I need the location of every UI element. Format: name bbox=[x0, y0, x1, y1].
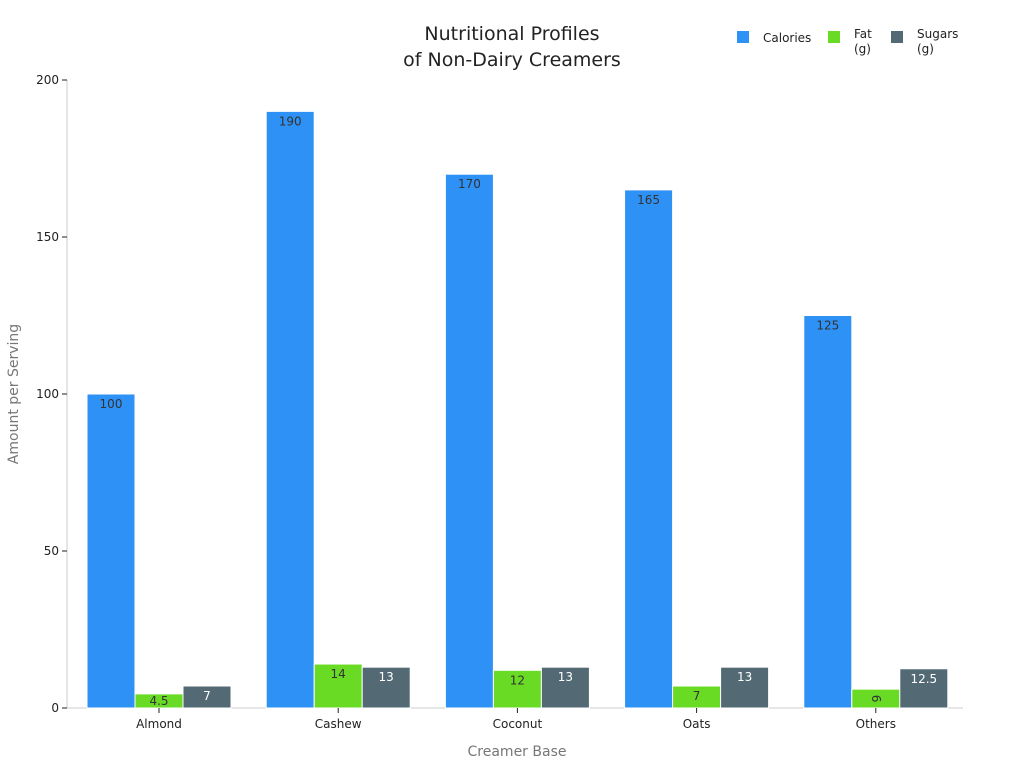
x-tick-label: Almond bbox=[136, 717, 182, 731]
data-label: 12 bbox=[510, 673, 525, 687]
data-label: 13 bbox=[558, 670, 573, 684]
chart-title-line-2: of Non-Dairy Creamers bbox=[403, 49, 621, 71]
legend-label: Calories bbox=[763, 31, 811, 45]
y-axis-ticks: 0 50 100 150 200 bbox=[36, 73, 67, 715]
data-label: 125 bbox=[816, 319, 839, 333]
bar-almond-0 bbox=[86, 393, 136, 709]
y-tick-label: 0 bbox=[51, 701, 59, 715]
y-tick-label: 150 bbox=[36, 230, 59, 244]
data-label: 100 bbox=[100, 397, 123, 411]
bar-coconut-0 bbox=[444, 173, 494, 709]
y-tick-label: 100 bbox=[36, 387, 59, 401]
x-axis-ticks: Almond Cashew Coconut Oats Others bbox=[136, 708, 896, 731]
x-axis-label: Creamer Base bbox=[468, 744, 567, 760]
data-label: 6 bbox=[869, 695, 883, 703]
bar-cashew-2 bbox=[361, 666, 411, 709]
y-axis-label: Amount per Serving bbox=[6, 324, 22, 464]
legend-label: Sugars bbox=[917, 27, 958, 41]
bar-others-2 bbox=[899, 668, 949, 709]
data-label: 165 bbox=[637, 193, 660, 207]
data-label: 12.5 bbox=[910, 672, 937, 686]
bar-oats-0 bbox=[624, 189, 674, 709]
bar-cashew-0 bbox=[265, 110, 315, 709]
x-tick-label: Others bbox=[856, 717, 896, 731]
bars: 100 4.5 7 190 14 13 170 12 13 165 7 13 125 6 12.5 bbox=[86, 110, 949, 709]
bar-coconut-2 bbox=[540, 666, 590, 709]
data-label: 7 bbox=[203, 689, 211, 703]
data-label: 4.5 bbox=[149, 694, 168, 708]
bar-almond-2 bbox=[182, 685, 232, 709]
legend: Calories Fat(g)Sugars(g) bbox=[737, 27, 958, 56]
x-tick-label: Oats bbox=[683, 717, 711, 731]
legend-swatch-2 bbox=[891, 31, 903, 43]
data-label: 13 bbox=[737, 670, 752, 684]
x-tick-label: Cashew bbox=[315, 717, 362, 731]
data-label: 14 bbox=[331, 667, 346, 681]
x-tick-label: Coconut bbox=[493, 717, 543, 731]
data-label: 190 bbox=[279, 114, 302, 128]
bar-oats-2 bbox=[720, 666, 770, 709]
legend-label: (g) bbox=[854, 42, 871, 56]
y-tick-label: 50 bbox=[44, 544, 59, 558]
legend-label: Fat bbox=[854, 27, 872, 41]
chart-title-line-1: Nutritional Profiles bbox=[424, 23, 599, 45]
data-label: 13 bbox=[379, 670, 394, 684]
legend-swatch-1 bbox=[828, 31, 840, 43]
bar-others-0 bbox=[803, 315, 853, 709]
data-label: 7 bbox=[693, 689, 701, 703]
bar-coconut-1 bbox=[492, 669, 542, 709]
y-tick-label: 200 bbox=[36, 73, 59, 87]
legend-label: (g) bbox=[917, 42, 934, 56]
legend-swatch-0 bbox=[737, 31, 749, 43]
data-label: 170 bbox=[458, 177, 481, 191]
